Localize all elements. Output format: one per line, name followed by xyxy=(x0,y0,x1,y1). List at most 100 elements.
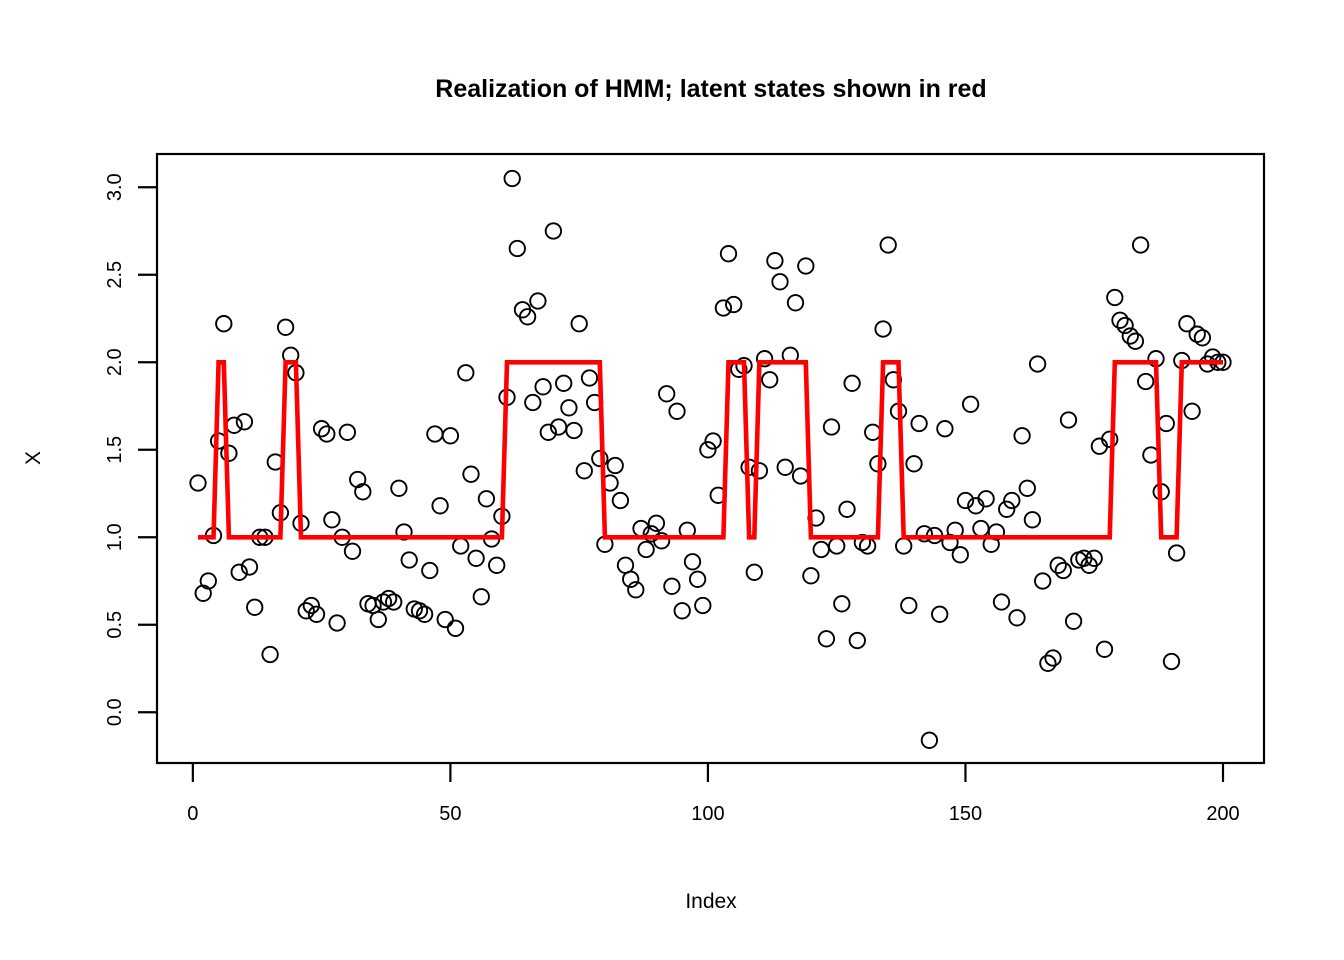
y-axis-tick-label: 1.5 xyxy=(104,436,126,464)
data-point xyxy=(591,449,609,468)
data-point xyxy=(1054,561,1072,580)
data-point xyxy=(400,551,418,569)
data-point xyxy=(931,605,949,623)
data-point xyxy=(343,542,362,560)
data-point xyxy=(920,731,939,749)
data-point xyxy=(426,425,444,443)
data-point xyxy=(791,467,810,485)
data-point xyxy=(518,308,537,326)
data-point xyxy=(410,602,429,620)
data-point xyxy=(694,596,712,615)
plot-border xyxy=(155,152,1266,765)
data-point xyxy=(1126,332,1145,350)
data-point xyxy=(338,423,357,441)
data-point xyxy=(828,537,846,555)
data-point xyxy=(508,239,526,258)
data-point xyxy=(652,532,671,550)
data-point xyxy=(488,556,506,574)
data-point xyxy=(812,540,830,559)
data-point xyxy=(1034,572,1052,590)
data-point xyxy=(261,645,279,664)
data-point xyxy=(900,596,918,615)
data-point xyxy=(1178,315,1196,333)
data-point xyxy=(817,630,836,648)
data-point xyxy=(462,465,480,483)
data-point xyxy=(961,395,980,413)
data-point xyxy=(992,593,1011,611)
data-point xyxy=(1131,236,1150,254)
data-point xyxy=(565,421,583,440)
data-point xyxy=(297,602,315,620)
data-point xyxy=(853,533,872,552)
data-point xyxy=(354,483,372,501)
data-point xyxy=(555,374,573,392)
data-point xyxy=(673,602,691,620)
data-point xyxy=(725,295,743,314)
data-point xyxy=(1167,544,1186,562)
observations-layer xyxy=(189,169,1232,749)
data-point xyxy=(323,511,341,529)
data-point xyxy=(1183,402,1201,420)
data-point xyxy=(1003,491,1021,510)
data-point xyxy=(467,549,485,567)
data-point xyxy=(606,456,624,475)
data-point xyxy=(755,350,774,368)
data-point xyxy=(848,631,866,650)
data-point xyxy=(895,537,913,555)
axis-ticks-layer: 0 50 100 150 200 0.0 0.5 1.0 1.5 2.0 2.5 3.0 xyxy=(104,173,1240,825)
data-point xyxy=(374,593,393,611)
y-axis-tick-label: 3.0 xyxy=(104,173,126,201)
data-point xyxy=(951,546,969,564)
data-point xyxy=(1137,372,1155,391)
data-point xyxy=(797,257,815,275)
data-point xyxy=(864,423,882,441)
data-point xyxy=(761,371,779,389)
data-point xyxy=(477,490,496,508)
latent-state-line xyxy=(198,359,1223,540)
data-point xyxy=(385,593,403,611)
data-point xyxy=(658,385,676,403)
data-point xyxy=(1059,411,1078,429)
data-point xyxy=(1095,640,1114,658)
data-point xyxy=(1064,612,1083,630)
data-point xyxy=(910,414,928,433)
data-point xyxy=(503,169,521,188)
data-point xyxy=(905,455,923,473)
data-point xyxy=(776,458,794,476)
x-axis-tick-label: 0 xyxy=(187,803,198,825)
data-point xyxy=(1106,288,1124,307)
data-point xyxy=(1101,430,1119,448)
data-point xyxy=(199,572,217,590)
data-point xyxy=(750,462,769,480)
data-point xyxy=(240,558,259,576)
data-point xyxy=(570,315,588,333)
data-point xyxy=(307,605,326,623)
data-point xyxy=(534,378,552,396)
data-point xyxy=(1013,427,1031,445)
data-point xyxy=(1157,414,1175,433)
data-point xyxy=(575,462,593,480)
data-point xyxy=(395,523,413,541)
data-point xyxy=(1085,549,1103,567)
y-axis-tick-label: 0.0 xyxy=(104,698,126,726)
data-point xyxy=(802,567,820,585)
data-point xyxy=(431,497,449,515)
data-point xyxy=(312,420,331,438)
data-point xyxy=(987,523,1006,541)
data-point xyxy=(972,519,990,538)
data-point xyxy=(421,561,439,580)
data-point xyxy=(1044,649,1062,667)
data-point xyxy=(560,399,578,417)
data-point xyxy=(415,605,434,623)
data-point xyxy=(457,364,475,382)
data-point xyxy=(544,222,563,240)
data-point xyxy=(1142,446,1160,464)
data-point xyxy=(529,292,547,310)
y-axis-tick-label: 0.5 xyxy=(104,611,126,639)
data-point xyxy=(771,273,789,291)
data-point xyxy=(1121,327,1139,345)
data-point xyxy=(1023,511,1042,529)
data-point xyxy=(699,441,717,459)
